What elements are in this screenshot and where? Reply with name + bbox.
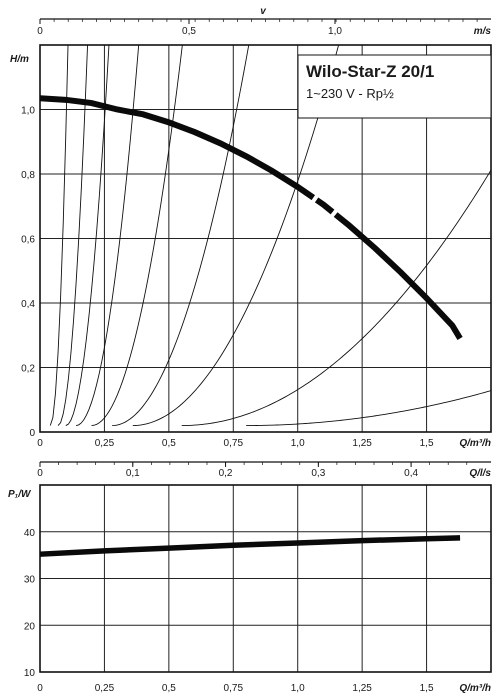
head-x-tick: 0 (37, 438, 43, 449)
system-curve (49, 44, 69, 426)
flow-ls-tick: 0,1 (126, 468, 140, 479)
head-x-tick: 1,5 (420, 438, 434, 449)
system-curve (57, 44, 88, 426)
power-x-tick: 1,5 (420, 683, 434, 694)
chart-title: Wilo-Star-Z 20/1 (306, 62, 434, 81)
power-y-tick: 20 (24, 621, 36, 632)
pump-curve (39, 95, 463, 341)
power-x-tick: 0,75 (224, 683, 244, 694)
system-curve (181, 169, 492, 426)
head-chart-frame (39, 44, 492, 433)
velocity-axis-symbol: v (260, 6, 267, 17)
power-x-tick: 0,25 (95, 683, 115, 694)
power-y-label: P₁/W (8, 489, 32, 500)
velocity-tick: 0,5 (182, 26, 196, 37)
head-y-label: H/m (10, 54, 29, 65)
power-chart: 10 20 30 40 0 0,25 0,5 0,75 1,0 1,25 1,5 P₁/W Q/m… (8, 484, 492, 694)
head-chart: 00,20,40,60,81,0 0 0,25 0,5 0,75 1,0 1,25 1,5 … (10, 44, 492, 449)
chart-subtitle: 1~230 V - Rp½ (306, 86, 394, 101)
velocity-tick: 0 (37, 26, 43, 37)
power-y-tick: 10 (24, 668, 36, 679)
head-x-tick: 1,25 (352, 438, 372, 449)
flow-ls-unit: Q/l/s (469, 468, 491, 479)
system-curve (91, 44, 183, 426)
system-curve (132, 44, 340, 426)
power-x-label: Q/m³/h (459, 683, 491, 694)
power-x-tick: 1,0 (291, 683, 305, 694)
power-x-tick: 0,5 (162, 683, 176, 694)
flow-ls-axis: Q/l/s 0 0,1 0,2 0,3 0,4 (37, 461, 491, 479)
head-x-tick: 1,0 (291, 438, 305, 449)
title-box (297, 54, 492, 119)
system-curve (246, 390, 492, 426)
power-y-tick: 30 (24, 575, 36, 586)
head-y-tick: 0,4 (21, 299, 35, 310)
head-x-tick: 0,5 (162, 438, 176, 449)
head-y-tick: 0,2 (21, 364, 35, 375)
velocity-axis-unit: m/s (474, 26, 492, 37)
flow-ls-tick: 0,3 (311, 468, 325, 479)
system-curve (65, 44, 110, 426)
flow-ls-tick: 0 (37, 468, 43, 479)
system-curve (75, 44, 140, 426)
head-y-tick: 0,8 (21, 170, 35, 181)
flow-ls-tick: 0,2 (219, 468, 233, 479)
head-x-label: Q/m³/h (459, 438, 491, 449)
power-x-tick: 0 (37, 683, 43, 694)
head-y-tick: 0,6 (21, 235, 35, 246)
flow-ls-tick: 0,4 (404, 468, 418, 479)
power-curve (39, 535, 461, 557)
head-y-tick: 0 (29, 428, 35, 439)
head-x-tick: 0,75 (224, 438, 244, 449)
power-y-tick: 40 (24, 528, 36, 539)
head-y-tick: 1,0 (21, 106, 35, 117)
system-curve (112, 44, 250, 426)
velocity-axis: v m/s 0 0,5 1,0 (37, 6, 491, 37)
velocity-tick: 1,0 (328, 26, 342, 37)
power-x-tick: 1,25 (352, 683, 372, 694)
power-chart-frame (39, 484, 492, 673)
head-x-tick: 0,25 (95, 438, 115, 449)
